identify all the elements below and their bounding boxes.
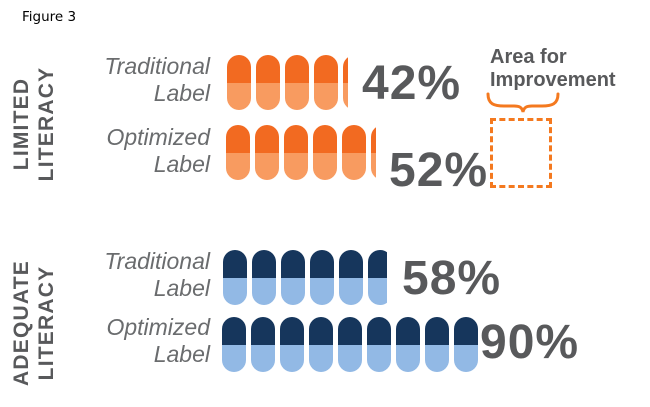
- row-label-line: Label: [153, 151, 210, 177]
- pictogram-row-optimized-limited: [226, 125, 376, 180]
- pictogram-row-optimized-adequate: [222, 317, 478, 372]
- figure-title: Figure 3: [22, 9, 77, 25]
- partial-pill-icon: [368, 250, 387, 305]
- pill-icon: [310, 250, 334, 305]
- pill-icon: [343, 55, 348, 110]
- pill-icon: [314, 55, 338, 110]
- group-label-line: ADEQUATE: [10, 260, 33, 386]
- row-label-line: Label: [153, 80, 210, 106]
- annotation-area-for-improvement: Area for Improvement: [490, 46, 616, 92]
- pill-icon: [425, 317, 449, 372]
- partial-pill-icon: [371, 125, 376, 180]
- group-label-adequate-literacy: ADEQUATE LITERACY: [8, 243, 60, 403]
- value-label-traditional-limited: 42%: [362, 57, 462, 110]
- pill-icon: [223, 250, 247, 305]
- pill-icon: [338, 317, 362, 372]
- group-label-line: LITERACY: [35, 265, 58, 381]
- curly-brace-icon: [486, 92, 560, 113]
- pill-icon: [227, 55, 251, 110]
- pill-icon: [371, 125, 376, 180]
- pictogram-row-traditional-limited: [227, 55, 348, 110]
- pill-icon: [342, 125, 366, 180]
- annotation-line: Area for: [490, 46, 567, 68]
- pill-icon: [309, 317, 333, 372]
- group-label-limited-literacy: LIMITED LITERACY: [8, 44, 60, 204]
- value-label-optimized-limited: 52%: [389, 144, 489, 197]
- row-label-line: Traditional: [104, 248, 210, 274]
- value-label-traditional-adequate: 58%: [402, 252, 502, 305]
- pill-icon: [222, 317, 246, 372]
- pill-icon: [252, 250, 276, 305]
- pill-icon: [281, 250, 305, 305]
- value-label-optimized-adequate: 90%: [480, 316, 580, 369]
- pill-icon: [313, 125, 337, 180]
- pictogram-row-traditional-adequate: [223, 250, 387, 305]
- pill-icon: [368, 250, 387, 305]
- improvement-dashed-box: [490, 118, 552, 188]
- group-label-line: LIMITED: [10, 77, 33, 171]
- pill-icon: [285, 55, 309, 110]
- row-label-line: Optimized: [106, 124, 210, 150]
- pill-icon: [367, 317, 391, 372]
- row-label-line: Label: [153, 275, 210, 301]
- pill-icon: [251, 317, 275, 372]
- pill-icon: [339, 250, 363, 305]
- annotation-line: Improvement: [490, 69, 616, 91]
- row-label-optimized-adequate: Optimized Label: [60, 314, 210, 368]
- row-label-line: Optimized: [106, 314, 210, 340]
- row-label-line: Traditional: [104, 53, 210, 79]
- group-label-line: LITERACY: [35, 66, 58, 182]
- partial-pill-icon: [343, 55, 348, 110]
- row-label-traditional-adequate: Traditional Label: [60, 248, 210, 302]
- group-label-text: ADEQUATE LITERACY: [9, 260, 59, 386]
- pill-icon: [226, 125, 250, 180]
- pill-icon: [280, 317, 304, 372]
- pill-icon: [454, 317, 478, 372]
- pill-icon: [256, 55, 280, 110]
- row-label-traditional-limited: Traditional Label: [60, 53, 210, 107]
- row-label-line: Label: [153, 341, 210, 367]
- pill-icon: [255, 125, 279, 180]
- pill-icon: [396, 317, 420, 372]
- row-label-optimized-limited: Optimized Label: [60, 124, 210, 178]
- group-label-text: LIMITED LITERACY: [9, 67, 59, 182]
- pill-icon: [284, 125, 308, 180]
